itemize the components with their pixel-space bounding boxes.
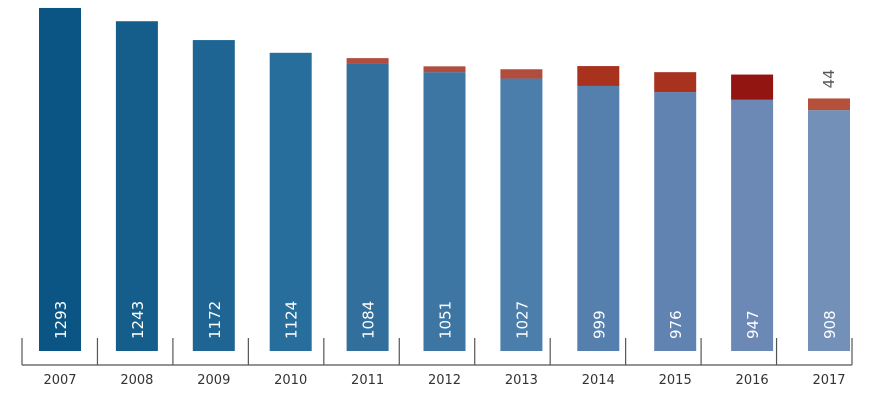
bar-segment-base-2012 (423, 72, 466, 351)
bar-segment-base-2015 (654, 92, 697, 351)
x-tick-label-2016: 2016 (736, 373, 769, 388)
bar-value-label-2010: 1124 (283, 301, 301, 339)
bar-segment-base-2014 (577, 85, 620, 351)
x-tick-label-2007: 2007 (43, 373, 76, 388)
x-tick-label-2012: 2012 (428, 373, 461, 388)
x-tick-label-2008: 2008 (120, 373, 153, 388)
bar-value-label-2014: 999 (590, 310, 608, 339)
bar-value-label-2011: 1084 (360, 301, 378, 339)
bar-value-label-2009: 1172 (206, 301, 224, 339)
bar-value-label-2015: 976 (667, 310, 685, 339)
bar-segment-top-2011 (346, 58, 389, 64)
bar-segment-top-2012 (423, 66, 466, 73)
bar-segment-base-2016 (731, 99, 774, 352)
x-tick-label-2014: 2014 (582, 373, 615, 388)
bar-segment-top-2013 (500, 69, 543, 79)
x-tick-label-2015: 2015 (659, 373, 692, 388)
bar-segment-base-2009 (192, 40, 235, 352)
bar-value-label-2016: 947 (744, 310, 762, 339)
x-tick-label-2013: 2013 (505, 373, 538, 388)
bar-value-label-2017: 908 (821, 310, 839, 339)
bar-segment-top-2014 (577, 66, 620, 86)
bar-segment-base-2010 (269, 52, 312, 352)
bar-segment-base-2011 (346, 63, 389, 352)
bar-segment-base-2007 (39, 7, 81, 351)
bar-segment-top-2017 (808, 98, 850, 111)
bar-segment-base-2008 (115, 21, 158, 352)
x-tick-label-2009: 2009 (197, 373, 230, 388)
bar-value-label-2012: 1051 (437, 301, 455, 339)
top-value-label-2017: 44 (820, 69, 838, 88)
bar-segment-base-2013 (500, 78, 543, 352)
bar-segment-top-2016 (731, 74, 774, 100)
bar-segment-top-2015 (654, 72, 697, 93)
x-tick-label-2010: 2010 (274, 373, 307, 388)
x-tick-label-2011: 2011 (351, 373, 384, 388)
x-tick-label-2017: 2017 (812, 373, 845, 388)
bar-value-label-2007: 1293 (52, 301, 70, 339)
bar-segment-base-2017 (808, 110, 850, 351)
bar-value-label-2013: 1027 (513, 301, 531, 339)
bar-value-label-2008: 1243 (129, 301, 147, 339)
